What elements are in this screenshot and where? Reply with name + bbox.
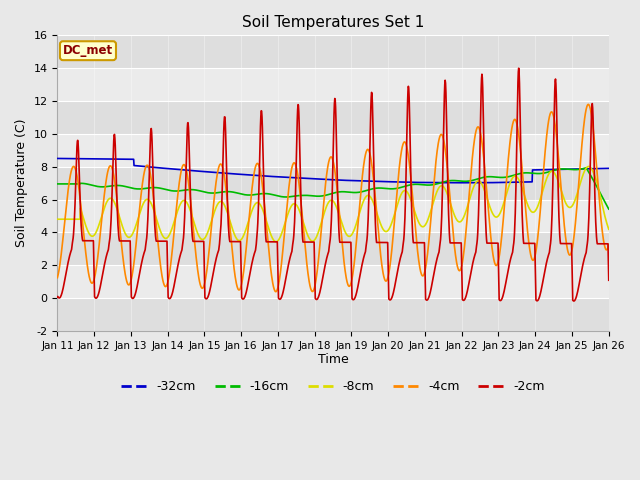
Bar [58, 68, 609, 101]
Legend: -32cm, -16cm, -8cm, -4cm, -2cm: -32cm, -16cm, -8cm, -4cm, -2cm [116, 375, 550, 398]
X-axis label: Time: Time [317, 353, 348, 366]
Bar [58, 265, 609, 298]
Y-axis label: Soil Temperature (C): Soil Temperature (C) [15, 119, 28, 247]
Bar [58, 200, 609, 232]
Text: DC_met: DC_met [63, 44, 113, 57]
Bar [58, 232, 609, 265]
Bar [58, 167, 609, 200]
Bar [58, 36, 609, 68]
Title: Soil Temperatures Set 1: Soil Temperatures Set 1 [242, 15, 424, 30]
Bar [58, 134, 609, 167]
Bar [58, 101, 609, 134]
Bar [58, 298, 609, 331]
